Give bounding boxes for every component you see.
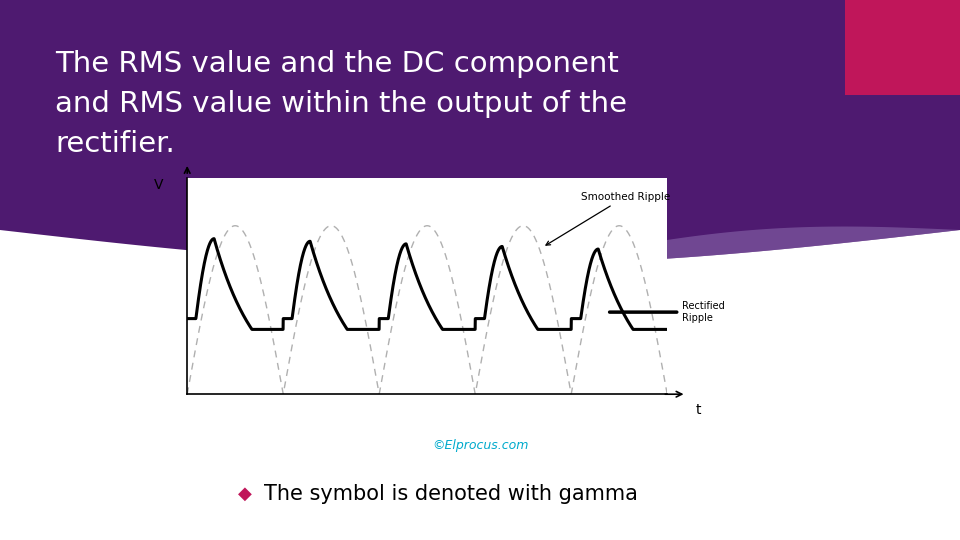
Text: ◆: ◆: [238, 485, 252, 503]
Text: Smoothed Ripple: Smoothed Ripple: [546, 192, 670, 245]
Text: ©Elprocus.com: ©Elprocus.com: [432, 439, 528, 452]
Bar: [845, 0, 960, 95]
Text: rectifier.: rectifier.: [55, 130, 175, 158]
Text: and RMS value within the output of the: and RMS value within the output of the: [55, 90, 627, 118]
Text: Rectified
Ripple: Rectified Ripple: [682, 301, 725, 323]
Text: t: t: [696, 403, 702, 417]
Text: The symbol is denoted with gamma: The symbol is denoted with gamma: [264, 484, 637, 504]
Text: V: V: [154, 178, 163, 192]
Polygon shape: [0, 0, 960, 265]
Polygon shape: [528, 227, 960, 265]
Text: The RMS value and the DC component: The RMS value and the DC component: [55, 50, 619, 78]
